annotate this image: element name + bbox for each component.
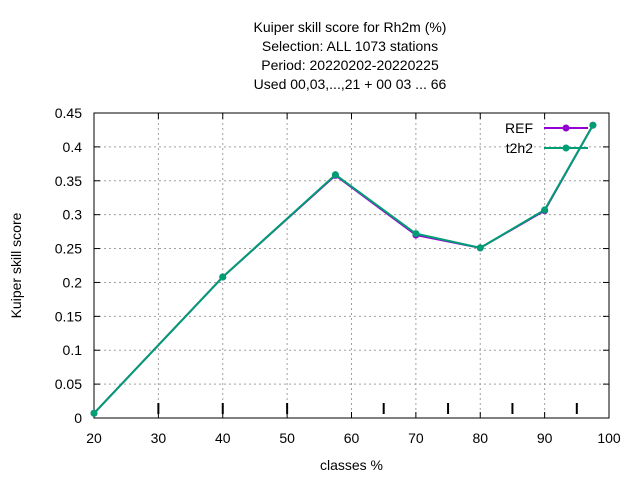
data-point-t2h2 <box>412 230 420 238</box>
y-tick-label: 0.3 <box>63 207 83 223</box>
y-tick-label: 0.35 <box>55 173 82 189</box>
grid <box>94 113 609 418</box>
data-point-t2h2 <box>541 206 549 214</box>
x-tick-label: 60 <box>344 430 360 446</box>
y-tick-label: 0.2 <box>63 274 83 290</box>
y-tick-label: 0.25 <box>55 241 82 257</box>
x-tick-label: 100 <box>597 430 621 446</box>
x-tick-label: 20 <box>86 430 102 446</box>
legend-label: t2h2 <box>506 140 533 156</box>
y-tick-label: 0 <box>74 410 82 426</box>
legend-swatch-point <box>562 144 570 152</box>
y-tick-label: 0.15 <box>55 308 82 324</box>
x-tick-label: 80 <box>472 430 488 446</box>
x-tick-label: 50 <box>279 430 295 446</box>
class-marks <box>157 403 578 414</box>
chart-title: Kuiper skill score for Rh2m (%) Selection… <box>254 19 447 92</box>
data-point-t2h2 <box>331 171 339 179</box>
y-axis-label: Kuiper skill score <box>8 212 24 318</box>
legend-label: REF <box>505 120 533 136</box>
data-point-t2h2 <box>219 273 227 281</box>
y-axis: 0 0.05 0.1 0.15 0.2 0.25 0.3 0.35 0.4 0.45 <box>55 105 609 426</box>
y-tick-label: 0.45 <box>55 105 82 121</box>
title-line: Period: 20220202-20220225 <box>261 57 439 73</box>
x-tick-label: 40 <box>215 430 231 446</box>
data-point-t2h2 <box>90 409 98 417</box>
y-tick-label: 0.05 <box>55 376 82 392</box>
series <box>90 121 597 417</box>
x-axis-label: classes % <box>320 457 383 473</box>
title-line: Kuiper skill score for Rh2m (%) <box>254 19 447 35</box>
series-line-REF <box>93 124 594 414</box>
series-line-t2h2 <box>93 124 594 414</box>
title-line: Used 00,03,...,21 + 00 03 ... 66 <box>254 76 447 92</box>
x-tick-label: 70 <box>408 430 424 446</box>
data-point-t2h2 <box>476 244 484 252</box>
data-point-t2h2 <box>589 121 597 129</box>
legend-swatch-point <box>562 124 570 132</box>
x-tick-label: 90 <box>537 430 553 446</box>
legend: REF t2h2 <box>505 120 588 156</box>
title-line: Selection: ALL 1073 stations <box>262 38 438 54</box>
x-tick-label: 30 <box>151 430 167 446</box>
y-tick-label: 0.4 <box>63 139 83 155</box>
y-tick-label: 0.1 <box>63 342 83 358</box>
x-axis: 20 30 40 50 60 70 80 90 100 <box>86 113 621 446</box>
